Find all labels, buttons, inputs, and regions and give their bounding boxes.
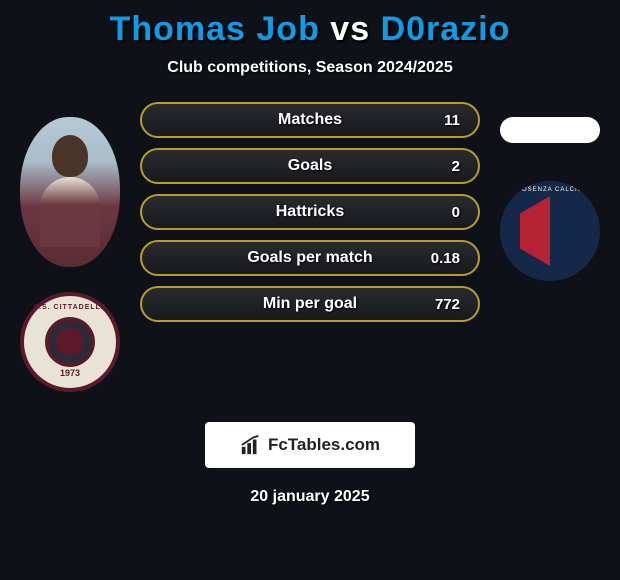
stat-label: Goals [142,157,478,175]
stat-row-goals-per-match: Goals per match 0.18 [140,240,480,276]
watermark: FcTables.com [205,422,415,468]
stat-label: Matches [142,111,478,129]
player1-name: Thomas Job [110,10,320,48]
stat-right: 0 [430,204,460,221]
vs-text: vs [330,10,370,48]
stat-right: 2 [430,158,460,175]
main-content: A.S. CITTADELLA 1973 Matches 11 Goals 2 … [0,102,620,392]
crest1-year: 1973 [60,368,80,378]
stat-row-hattricks: Hattricks 0 [140,194,480,230]
stat-label: Goals per match [142,249,478,267]
crest2-label: COSENZA CALCIO [517,187,584,193]
player2-name: D0razio [381,10,511,48]
date-text: 20 january 2025 [0,488,620,506]
player1-crest: A.S. CITTADELLA 1973 [20,292,120,392]
stat-right: 11 [430,112,460,129]
stats-column: Matches 11 Goals 2 Hattricks 0 Goals per… [130,102,490,392]
stat-right: 772 [430,296,460,313]
watermark-text: FcTables.com [268,435,380,455]
player1-column: A.S. CITTADELLA 1973 [10,102,130,392]
player2-crest: COSENZA CALCIO [500,181,600,281]
stat-label: Min per goal [142,295,478,313]
stat-row-goals: Goals 2 [140,148,480,184]
subtitle: Club competitions, Season 2024/2025 [0,59,620,77]
player1-photo [20,117,120,267]
crest1-label: A.S. CITTADELLA [33,304,107,311]
stat-label: Hattricks [142,203,478,221]
player2-photo [500,117,600,143]
stat-row-min-per-goal: Min per goal 772 [140,286,480,322]
chart-icon [240,434,262,456]
page-title: Thomas Job vs D0razio [0,0,620,49]
stat-right: 0.18 [430,250,460,267]
stat-row-matches: Matches 11 [140,102,480,138]
player2-column: COSENZA CALCIO [490,102,610,392]
